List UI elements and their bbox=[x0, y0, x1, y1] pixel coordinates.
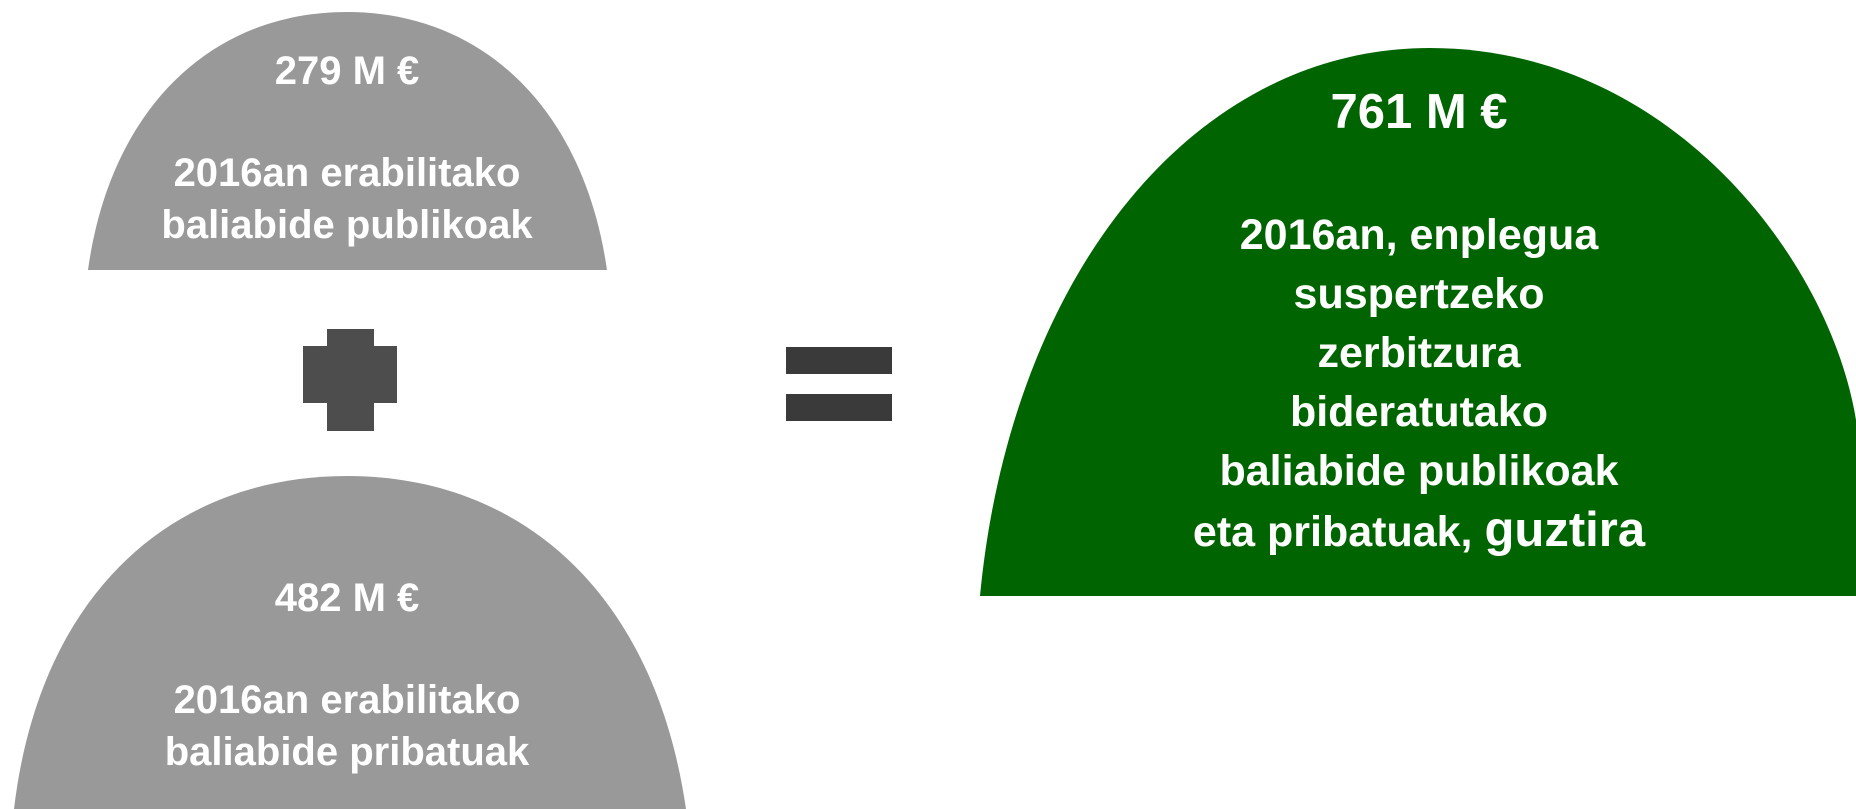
total-description-emphasis: guztira bbox=[1484, 503, 1646, 557]
private-description-line-1: 2016an erabilitako bbox=[173, 678, 521, 722]
total-description-line-5: baliabide publikoak bbox=[1219, 447, 1619, 495]
total-description-line-2: suspertzeko bbox=[1293, 270, 1545, 318]
private-amount: 482 M € bbox=[274, 576, 420, 620]
public-description: 2016an erabilitako baliabide publikoak bbox=[97, 147, 597, 251]
public-description-line-1: 2016an erabilitako bbox=[173, 151, 521, 195]
public-amount: 279 M € bbox=[274, 49, 420, 93]
total-amount: 761 M € bbox=[1330, 85, 1508, 139]
total-description-line-1: 2016an, enplegua bbox=[1239, 211, 1599, 259]
private-description-line-2: baliabide pribatuak bbox=[164, 730, 530, 774]
private-description: 2016an erabilitako baliabide pribatuak bbox=[97, 674, 597, 778]
public-resources-shape bbox=[88, 12, 607, 270]
equals-top-bar bbox=[786, 347, 892, 374]
private-resources-shape bbox=[14, 476, 686, 809]
total-description-line-4: bideratutako bbox=[1289, 388, 1549, 436]
total-description: 2016an, enplegua suspertzeko zerbitzura … bbox=[1119, 206, 1719, 562]
equals-bottom-bar bbox=[786, 394, 892, 421]
total-resources-shape bbox=[980, 48, 1856, 596]
total-description-line-3: zerbitzura bbox=[1317, 329, 1521, 377]
plus-icon bbox=[303, 329, 397, 431]
equals-icon bbox=[786, 347, 892, 421]
total-description-line-6-prefix: eta pribatuak, bbox=[1192, 508, 1485, 556]
public-description-line-2: baliabide publikoak bbox=[161, 203, 533, 247]
total-description-line-6: eta pribatuak, guztira bbox=[1119, 501, 1719, 562]
